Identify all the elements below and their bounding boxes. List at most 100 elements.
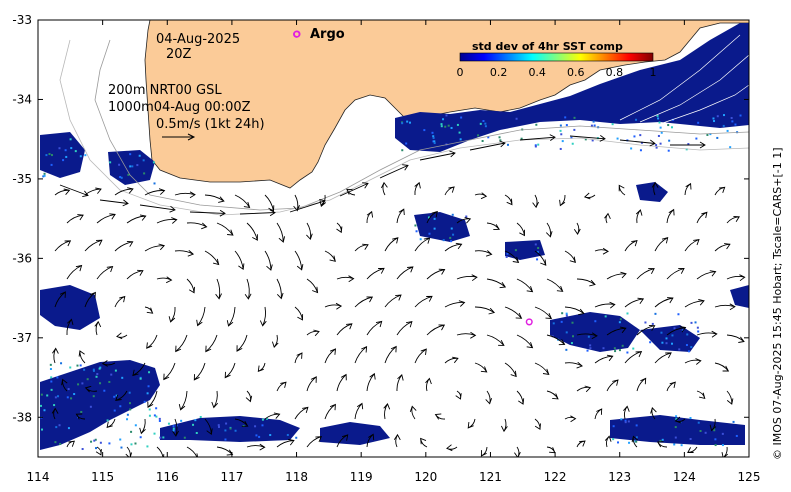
current-arrow	[324, 302, 343, 310]
current-arrow	[336, 275, 355, 283]
current-arrow	[546, 278, 564, 292]
sst-speckle	[49, 363, 52, 366]
current-arrow	[519, 134, 556, 141]
sst-patch-east-edge	[730, 285, 749, 308]
sst-speckle	[224, 438, 227, 441]
sst-speckle	[573, 128, 576, 131]
sst-speckle	[405, 142, 408, 145]
current-arrow	[84, 291, 96, 308]
current-arrow	[606, 379, 619, 392]
sst-speckle	[155, 407, 158, 410]
sst-speckle	[139, 377, 142, 380]
sst-speckle	[99, 382, 102, 385]
current-arrow	[306, 329, 320, 337]
sst-speckle	[614, 350, 617, 353]
current-arrow	[324, 403, 336, 420]
current-arrow	[54, 188, 71, 196]
sst-speckle	[109, 161, 112, 164]
sst-speckle	[635, 440, 638, 443]
current-arrow	[709, 418, 717, 432]
current-arrow	[516, 278, 534, 293]
current-arrow	[384, 294, 402, 308]
current-arrow	[146, 334, 158, 349]
current-arrow	[144, 306, 154, 314]
sst-speckle	[432, 136, 435, 139]
sst-speckle	[42, 175, 45, 178]
sst-speckle	[129, 165, 132, 168]
sst-speckle	[589, 347, 592, 350]
sst-speckle	[722, 114, 725, 117]
sst-speckle	[81, 382, 84, 385]
sst-speckle	[714, 444, 717, 447]
current-arrow	[650, 407, 657, 420]
current-arrow	[95, 446, 102, 456]
current-arrow	[534, 250, 547, 266]
sst-speckle	[571, 142, 574, 145]
sst-speckle	[110, 373, 113, 376]
current-arrow	[474, 362, 488, 373]
sst-speckle	[129, 408, 132, 411]
current-arrow	[257, 362, 266, 372]
current-arrow	[264, 250, 273, 271]
current-arrow	[294, 406, 309, 420]
current-arrow	[426, 324, 446, 336]
sst-speckle	[695, 137, 698, 140]
sst-speckle	[465, 215, 468, 218]
current-arrow	[726, 334, 745, 343]
current-arrow	[366, 433, 375, 448]
current-arrow	[414, 181, 421, 196]
sst-patch-east2	[640, 325, 700, 352]
sst-speckle	[565, 124, 568, 127]
sst-speckle	[660, 331, 663, 334]
sst-speckle	[612, 425, 615, 428]
sst-speckle	[658, 121, 661, 124]
current-arrow	[594, 354, 614, 364]
argo-legend-icon	[293, 30, 301, 38]
sst-speckle	[499, 139, 502, 142]
current-arrow	[336, 373, 347, 392]
sst-speckle	[183, 436, 186, 439]
current-arrow	[234, 250, 245, 270]
current-arrow	[336, 434, 349, 448]
current-arrow	[66, 318, 74, 336]
current-arrow	[114, 187, 134, 196]
sst-speckle	[534, 145, 537, 148]
current-arrow	[215, 278, 223, 300]
current-arrow	[666, 268, 685, 280]
current-arrow	[564, 250, 576, 263]
land-australia	[144, 20, 749, 189]
sst-speckle	[651, 322, 654, 325]
current-arrow	[654, 236, 669, 252]
current-arrow	[96, 213, 116, 224]
current-arrow	[474, 306, 496, 315]
current-arrow	[115, 390, 128, 401]
sst-speckle	[295, 436, 298, 439]
sst-speckle	[602, 347, 605, 350]
x-tick-label: 119	[350, 470, 373, 484]
sst-speckle	[713, 429, 716, 432]
sst-speckle	[734, 123, 737, 126]
sst-speckle	[630, 147, 633, 150]
sst-speckle	[590, 124, 593, 127]
sst-speckle	[224, 429, 227, 432]
current-arrow	[147, 390, 158, 409]
current-arrow	[666, 326, 687, 336]
sst-speckle	[119, 405, 122, 408]
sst-speckle	[639, 134, 642, 137]
sst-speckle	[65, 155, 68, 158]
sst-speckle	[616, 137, 619, 140]
argo-float-marker[interactable]	[525, 318, 533, 326]
sst-speckle	[92, 395, 95, 398]
current-arrow	[324, 348, 337, 364]
current-arrow	[534, 418, 541, 430]
sst-patch-far-east	[636, 182, 668, 202]
sst-speckle	[134, 442, 137, 445]
current-arrow	[132, 362, 146, 377]
sst-speckle	[99, 366, 102, 369]
sst-speckle	[681, 329, 684, 332]
sst-speckle	[654, 312, 657, 315]
current-arrow	[684, 299, 705, 308]
current-arrow	[486, 334, 505, 346]
current-arrow	[174, 191, 196, 199]
current-arrow	[186, 446, 199, 457]
